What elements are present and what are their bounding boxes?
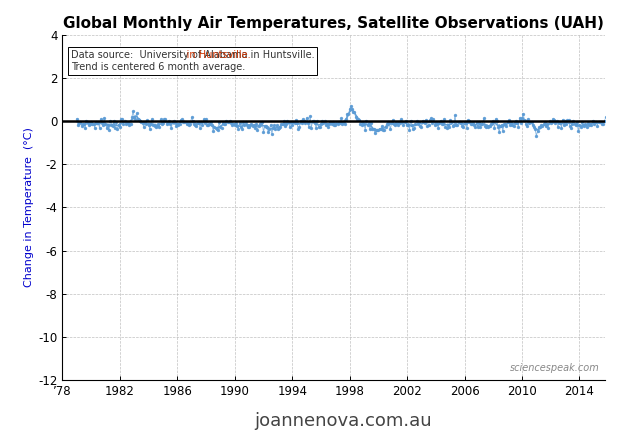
Title: Global Monthly Air Temperatures, Satellite Observations (UAH): Global Monthly Air Temperatures, Satelli…: [64, 16, 604, 31]
Text: Data source:  University of Alabama in Huntsville.
Trend is centered 6 month ave: Data source: University of Alabama in Hu…: [71, 50, 314, 72]
Y-axis label: Change in Temperature  (°C): Change in Temperature (°C): [24, 127, 34, 287]
Text: sciencespeak.com: sciencespeak.com: [510, 362, 600, 372]
Text: in Huntsville.: in Huntsville.: [71, 50, 251, 60]
Text: joannenova.com.au: joannenova.com.au: [255, 412, 432, 430]
